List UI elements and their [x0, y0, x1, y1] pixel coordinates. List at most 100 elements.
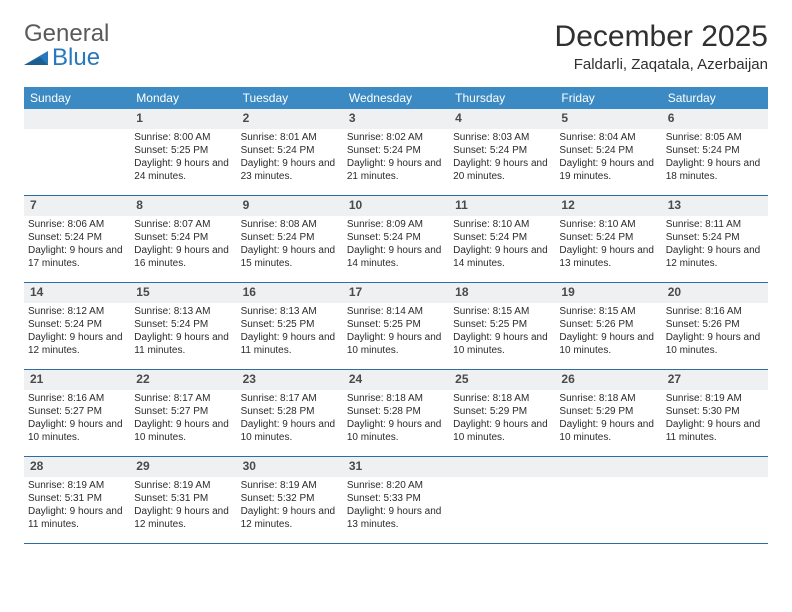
day-cell: 25Sunrise: 8:18 AMSunset: 5:29 PMDayligh…: [449, 370, 555, 456]
day-number: [449, 457, 555, 477]
day-number: 9: [237, 196, 343, 216]
daylight-text: Daylight: 9 hours and 13 minutes.: [347, 505, 445, 531]
day-number: 26: [555, 370, 661, 390]
sunset-text: Sunset: 5:24 PM: [666, 231, 764, 244]
day-number: 10: [343, 196, 449, 216]
day-cell: 2Sunrise: 8:01 AMSunset: 5:24 PMDaylight…: [237, 109, 343, 195]
sunset-text: Sunset: 5:32 PM: [241, 492, 339, 505]
day-number: 13: [662, 196, 768, 216]
dow-friday: Friday: [555, 87, 661, 109]
day-of-week-header: Sunday Monday Tuesday Wednesday Thursday…: [24, 87, 768, 109]
week-row: 28Sunrise: 8:19 AMSunset: 5:31 PMDayligh…: [24, 457, 768, 544]
day-body: Sunrise: 8:15 AMSunset: 5:25 PMDaylight:…: [449, 303, 555, 361]
day-body: Sunrise: 8:11 AMSunset: 5:24 PMDaylight:…: [662, 216, 768, 274]
day-cell: 6Sunrise: 8:05 AMSunset: 5:24 PMDaylight…: [662, 109, 768, 195]
daylight-text: Daylight: 9 hours and 17 minutes.: [28, 244, 126, 270]
day-cell: 18Sunrise: 8:15 AMSunset: 5:25 PMDayligh…: [449, 283, 555, 369]
week-row: 14Sunrise: 8:12 AMSunset: 5:24 PMDayligh…: [24, 283, 768, 370]
day-number: 31: [343, 457, 449, 477]
day-cell: 29Sunrise: 8:19 AMSunset: 5:31 PMDayligh…: [130, 457, 236, 543]
sunset-text: Sunset: 5:26 PM: [666, 318, 764, 331]
page-header: General Blue December 2025 Faldarli, Zaq…: [24, 20, 768, 73]
sunrise-text: Sunrise: 8:00 AM: [134, 131, 232, 144]
day-body: Sunrise: 8:07 AMSunset: 5:24 PMDaylight:…: [130, 216, 236, 274]
day-number: [662, 457, 768, 477]
sunset-text: Sunset: 5:24 PM: [666, 144, 764, 157]
day-number: 3: [343, 109, 449, 129]
day-number: 2: [237, 109, 343, 129]
daylight-text: Daylight: 9 hours and 10 minutes.: [347, 418, 445, 444]
dow-sunday: Sunday: [24, 87, 130, 109]
sunrise-text: Sunrise: 8:18 AM: [559, 392, 657, 405]
day-number: 25: [449, 370, 555, 390]
day-cell: 13Sunrise: 8:11 AMSunset: 5:24 PMDayligh…: [662, 196, 768, 282]
day-cell: 17Sunrise: 8:14 AMSunset: 5:25 PMDayligh…: [343, 283, 449, 369]
day-number: [24, 109, 130, 129]
sunrise-text: Sunrise: 8:15 AM: [453, 305, 551, 318]
day-body: Sunrise: 8:18 AMSunset: 5:28 PMDaylight:…: [343, 390, 449, 448]
sunset-text: Sunset: 5:31 PM: [28, 492, 126, 505]
daylight-text: Daylight: 9 hours and 10 minutes.: [241, 418, 339, 444]
day-cell: [449, 457, 555, 543]
week-row: 7Sunrise: 8:06 AMSunset: 5:24 PMDaylight…: [24, 196, 768, 283]
calendar-grid: Sunday Monday Tuesday Wednesday Thursday…: [24, 87, 768, 544]
day-cell: 8Sunrise: 8:07 AMSunset: 5:24 PMDaylight…: [130, 196, 236, 282]
daylight-text: Daylight: 9 hours and 11 minutes.: [134, 331, 232, 357]
brand-logo: General Blue: [24, 20, 109, 72]
day-cell: 12Sunrise: 8:10 AMSunset: 5:24 PMDayligh…: [555, 196, 661, 282]
day-number: 23: [237, 370, 343, 390]
daylight-text: Daylight: 9 hours and 23 minutes.: [241, 157, 339, 183]
sunset-text: Sunset: 5:29 PM: [559, 405, 657, 418]
brand-word2: Blue: [52, 44, 100, 72]
day-cell: 11Sunrise: 8:10 AMSunset: 5:24 PMDayligh…: [449, 196, 555, 282]
day-number: 1: [130, 109, 236, 129]
day-cell: 3Sunrise: 8:02 AMSunset: 5:24 PMDaylight…: [343, 109, 449, 195]
sunrise-text: Sunrise: 8:01 AM: [241, 131, 339, 144]
day-cell: 10Sunrise: 8:09 AMSunset: 5:24 PMDayligh…: [343, 196, 449, 282]
sunrise-text: Sunrise: 8:18 AM: [347, 392, 445, 405]
day-cell: [555, 457, 661, 543]
sunrise-text: Sunrise: 8:19 AM: [666, 392, 764, 405]
sunset-text: Sunset: 5:24 PM: [241, 144, 339, 157]
day-body: Sunrise: 8:06 AMSunset: 5:24 PMDaylight:…: [24, 216, 130, 274]
sunrise-text: Sunrise: 8:06 AM: [28, 218, 126, 231]
dow-monday: Monday: [130, 87, 236, 109]
day-body: Sunrise: 8:19 AMSunset: 5:30 PMDaylight:…: [662, 390, 768, 448]
sunrise-text: Sunrise: 8:02 AM: [347, 131, 445, 144]
day-number: 29: [130, 457, 236, 477]
day-body: Sunrise: 8:16 AMSunset: 5:27 PMDaylight:…: [24, 390, 130, 448]
daylight-text: Daylight: 9 hours and 10 minutes.: [559, 418, 657, 444]
sunset-text: Sunset: 5:24 PM: [241, 231, 339, 244]
day-body: Sunrise: 8:10 AMSunset: 5:24 PMDaylight:…: [449, 216, 555, 274]
day-number: 27: [662, 370, 768, 390]
day-body: Sunrise: 8:05 AMSunset: 5:24 PMDaylight:…: [662, 129, 768, 187]
sunrise-text: Sunrise: 8:19 AM: [241, 479, 339, 492]
location-subtitle: Faldarli, Zaqatala, Azerbaijan: [555, 56, 768, 73]
day-cell: 21Sunrise: 8:16 AMSunset: 5:27 PMDayligh…: [24, 370, 130, 456]
sunset-text: Sunset: 5:27 PM: [28, 405, 126, 418]
day-number: 11: [449, 196, 555, 216]
day-number: 8: [130, 196, 236, 216]
daylight-text: Daylight: 9 hours and 11 minutes.: [666, 418, 764, 444]
day-cell: 5Sunrise: 8:04 AMSunset: 5:24 PMDaylight…: [555, 109, 661, 195]
daylight-text: Daylight: 9 hours and 10 minutes.: [453, 331, 551, 357]
sunset-text: Sunset: 5:28 PM: [241, 405, 339, 418]
day-body: Sunrise: 8:19 AMSunset: 5:31 PMDaylight:…: [130, 477, 236, 535]
day-cell: 19Sunrise: 8:15 AMSunset: 5:26 PMDayligh…: [555, 283, 661, 369]
sunset-text: Sunset: 5:24 PM: [28, 318, 126, 331]
day-body: Sunrise: 8:03 AMSunset: 5:24 PMDaylight:…: [449, 129, 555, 187]
sunrise-text: Sunrise: 8:17 AM: [134, 392, 232, 405]
sunset-text: Sunset: 5:24 PM: [559, 144, 657, 157]
month-title: December 2025: [555, 20, 768, 54]
day-body: Sunrise: 8:15 AMSunset: 5:26 PMDaylight:…: [555, 303, 661, 361]
day-cell: 15Sunrise: 8:13 AMSunset: 5:24 PMDayligh…: [130, 283, 236, 369]
sunrise-text: Sunrise: 8:08 AM: [241, 218, 339, 231]
sunrise-text: Sunrise: 8:13 AM: [241, 305, 339, 318]
sunset-text: Sunset: 5:25 PM: [134, 144, 232, 157]
day-body: Sunrise: 8:08 AMSunset: 5:24 PMDaylight:…: [237, 216, 343, 274]
sunset-text: Sunset: 5:24 PM: [559, 231, 657, 244]
sunset-text: Sunset: 5:24 PM: [134, 231, 232, 244]
sunrise-text: Sunrise: 8:16 AM: [28, 392, 126, 405]
day-body: Sunrise: 8:01 AMSunset: 5:24 PMDaylight:…: [237, 129, 343, 187]
sunrise-text: Sunrise: 8:10 AM: [453, 218, 551, 231]
